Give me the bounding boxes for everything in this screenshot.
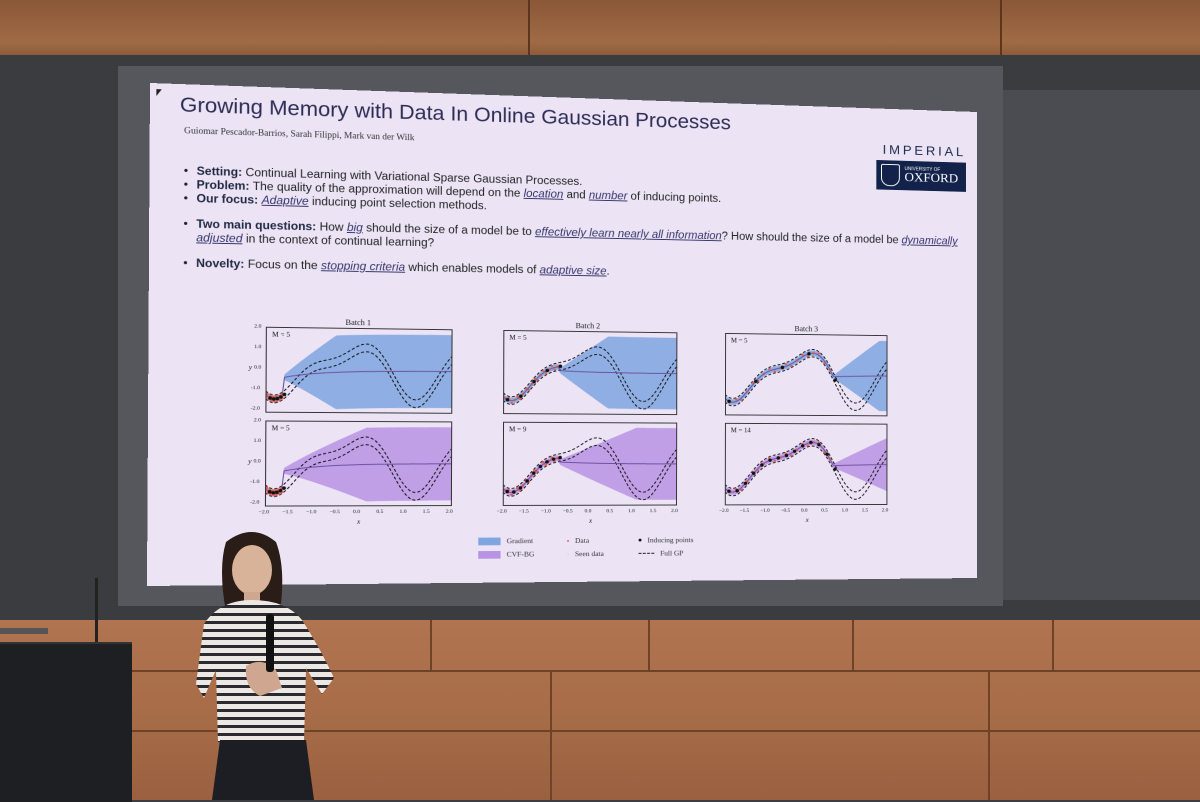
- x-tick-label: 1.5: [423, 509, 430, 515]
- wood-wall-bottom: [0, 620, 1200, 800]
- plot-batch-3-gradient: M = 5: [725, 333, 888, 416]
- imperial-logo: IMPERIAL: [883, 142, 966, 159]
- x-tick-label: 2.0: [446, 509, 453, 515]
- x-tick-label: −0.5: [329, 509, 339, 515]
- model-size-label: M = 5: [509, 334, 526, 342]
- y-tick-label: -2.0: [251, 406, 260, 412]
- model-size-label: M = 14: [731, 427, 751, 435]
- y-tick-label: 1.0: [254, 344, 261, 350]
- x-tick-label: −1.0: [541, 509, 551, 515]
- oxford-logo-big-text: OXFORD: [905, 171, 959, 185]
- model-size-label: M = 5: [272, 331, 290, 339]
- batch-1-title: Batch 1: [345, 318, 371, 327]
- plot-batch-3-cvf: M = 14: [725, 423, 888, 505]
- legend-marker-seen: [567, 553, 569, 555]
- x-tick-label: −0.5: [563, 509, 573, 515]
- legend-seen-data: Seen data: [567, 549, 604, 558]
- legend-swatch-cvf: [478, 550, 500, 558]
- y-tick-label: 1.0: [254, 438, 261, 444]
- x-tick-label: −1.5: [740, 508, 750, 514]
- batch-2-title: Batch 2: [576, 321, 601, 330]
- x-tick-label: 0.5: [606, 508, 613, 514]
- legend-data: Data: [567, 536, 589, 545]
- y-tick-label: 0.0: [253, 459, 260, 465]
- presenter: [190, 528, 350, 800]
- bullet-list: Setting: Continual Learning with Variati…: [183, 165, 969, 286]
- x-axis-label-2: x: [589, 517, 592, 525]
- plot-batch-2-gradient: M = 5: [503, 330, 677, 415]
- y-tick-label: -1.0: [250, 479, 259, 485]
- slide-authors: Guiomar Pescador-Barrios, Sarah Filippi,…: [184, 125, 414, 142]
- x-tick-label: −1.5: [519, 509, 529, 515]
- legend-swatch-gradient: [478, 537, 500, 545]
- x-tick-label: 1.5: [862, 508, 869, 514]
- y-tick-label: 2.0: [254, 418, 261, 424]
- x-tick-label: −1.5: [282, 509, 293, 515]
- plot-batch-2-cvf: M = 9: [503, 422, 677, 506]
- plot-batch-1-gradient: M = 5: [265, 327, 452, 414]
- mic-stand: [95, 578, 98, 644]
- legend-cvf: CVF-BG: [478, 550, 534, 559]
- model-size-label: M = 5: [731, 337, 748, 345]
- x-tick-label: −0.5: [781, 508, 791, 514]
- y-axis-label-bottom: y: [248, 458, 251, 466]
- screen-side-panel: [1003, 90, 1200, 600]
- batch-3-title: Batch 3: [795, 325, 819, 334]
- y-axis-label-top: y: [249, 364, 252, 372]
- model-size-label: M = 5: [272, 424, 290, 432]
- x-tick-label: −2.0: [719, 508, 729, 514]
- y-tick-label: 2.0: [254, 324, 261, 330]
- podium: [0, 642, 132, 802]
- x-tick-label: 0.0: [353, 509, 360, 515]
- oxford-crest-icon: [881, 164, 900, 187]
- model-size-label: M = 9: [509, 426, 526, 434]
- y-tick-label: -1.0: [251, 385, 260, 391]
- x-tick-label: 2.0: [671, 508, 678, 514]
- x-axis-label-3: x: [806, 516, 809, 523]
- x-tick-label: 0.0: [585, 509, 592, 515]
- x-tick-label: 1.0: [400, 509, 407, 515]
- slide: Growing Memory with Data In Online Gauss…: [147, 83, 977, 586]
- y-tick-label: -2.0: [250, 500, 259, 506]
- y-tick-label: 0.0: [254, 365, 261, 371]
- legend-gradient: Gradient: [478, 536, 533, 545]
- legend-full-gp: Full GP: [639, 549, 684, 558]
- cable: [0, 628, 48, 634]
- legend-marker-full-gp: [639, 553, 655, 554]
- legend-marker-data: [567, 540, 569, 542]
- legend-marker-inducing: [639, 539, 642, 542]
- x-tick-label: 0.5: [376, 509, 383, 515]
- x-tick-label: 0.0: [801, 508, 808, 514]
- x-tick-label: 2.0: [882, 508, 888, 514]
- x-tick-label: 1.0: [841, 508, 848, 514]
- x-tick-label: 1.5: [650, 508, 657, 514]
- x-tick-label: −1.0: [306, 509, 316, 515]
- x-tick-label: 1.0: [628, 508, 635, 514]
- mouse-cursor-icon: [156, 89, 161, 96]
- x-tick-label: 0.5: [821, 508, 828, 514]
- legend-inducing-points: Inducing points: [639, 536, 694, 545]
- x-tick-label: −2.0: [259, 509, 270, 515]
- plot-batch-1-cvf: M = 5: [265, 420, 452, 506]
- x-tick-label: −1.0: [760, 508, 770, 514]
- x-axis-label-1: x: [357, 518, 360, 526]
- x-tick-label: −2.0: [497, 509, 507, 515]
